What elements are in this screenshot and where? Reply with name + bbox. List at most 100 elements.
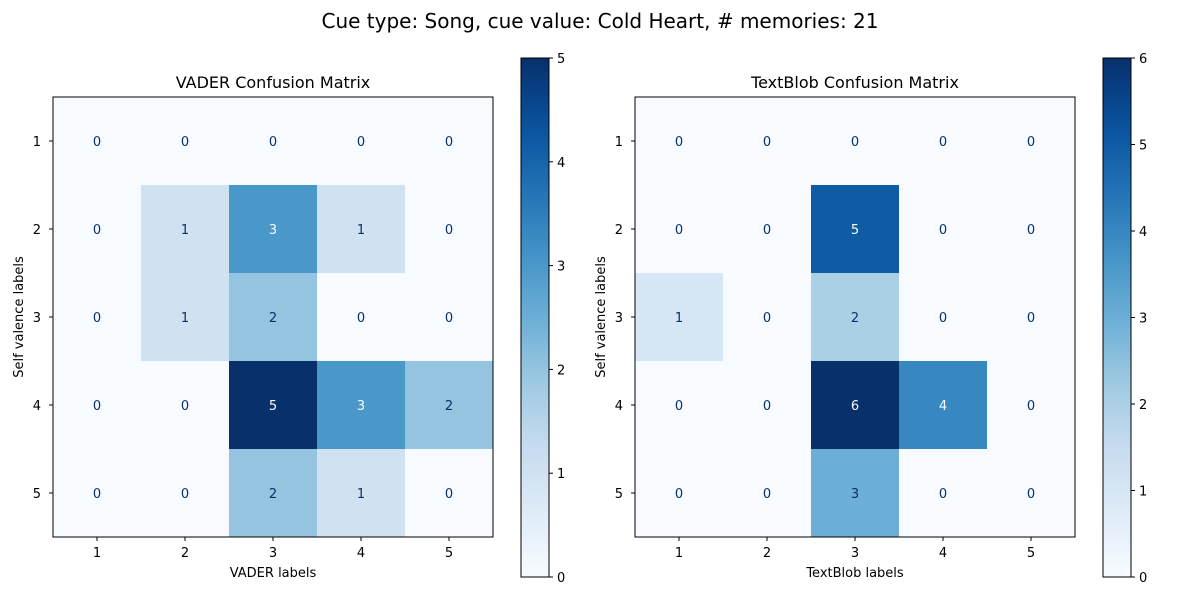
vader-cell-r4-c1 [53, 361, 142, 450]
textblob-cell-r5-c2 [723, 449, 812, 538]
vader-x-tick-label: 4 [357, 546, 365, 561]
vader-cell-r1-c1 [53, 97, 142, 186]
vader-x-axis-label: VADER labels [230, 566, 317, 581]
vader-cell-r1-c2 [141, 97, 230, 186]
vader-cell-value-r1-c3: 0 [269, 135, 277, 150]
vader-colorbar-tick-label: 0 [557, 571, 565, 586]
textblob-chart-title: TextBlob Confusion Matrix [750, 73, 959, 92]
textblob-y-axis-label: Self valence labels [594, 256, 609, 378]
textblob-y-tick-label: 4 [615, 399, 623, 414]
textblob-cell-r3-c4 [899, 273, 988, 362]
textblob-cell-value-r4-c5: 0 [1027, 399, 1035, 414]
textblob-cell-value-r2-c2: 0 [763, 223, 771, 238]
textblob-cell-value-r2-c5: 0 [1027, 223, 1035, 238]
textblob-cell-value-r5-c4: 0 [939, 487, 947, 502]
textblob-y-tick-label: 3 [615, 311, 623, 326]
vader-cell-r3-c3 [229, 273, 318, 362]
textblob-cell-r4-c4 [899, 361, 988, 450]
textblob-cell-value-r5-c5: 0 [1027, 487, 1035, 502]
vader-cell-value-r4-c4: 3 [357, 399, 365, 414]
textblob-cell-value-r1-c3: 0 [851, 135, 859, 150]
textblob-cell-value-r2-c4: 0 [939, 223, 947, 238]
vader-cell-r5-c3 [229, 449, 318, 538]
figure-suptitle: Cue type: Song, cue value: Cold Heart, #… [321, 9, 878, 33]
vader-cell-value-r2-c1: 0 [93, 223, 101, 238]
textblob-cell-value-r4-c1: 0 [675, 399, 683, 414]
vader-cell-r3-c4 [317, 273, 406, 362]
vader-cell-value-r3-c4: 0 [357, 311, 365, 326]
vader-cell-r3-c5 [405, 273, 494, 362]
vader-chart-title: VADER Confusion Matrix [176, 73, 371, 92]
textblob-cell-r2-c2 [723, 185, 812, 274]
textblob-cell-r1-c4 [899, 97, 988, 186]
vader-cell-value-r5-c2: 0 [181, 487, 189, 502]
textblob-colorbar-tick-label: 0 [1139, 571, 1147, 586]
vader-colorbar-tick-label: 2 [557, 363, 565, 378]
textblob-colorbar-tick-label: 6 [1139, 52, 1147, 67]
textblob-cell-value-r3-c2: 0 [763, 311, 771, 326]
textblob-cell-r2-c3 [811, 185, 900, 274]
vader-cell-r2-c5 [405, 185, 494, 274]
vader-cell-r2-c1 [53, 185, 142, 274]
textblob-cell-value-r3-c1: 1 [675, 311, 683, 326]
textblob-cell-r1-c3 [811, 97, 900, 186]
vader-y-tick-label: 3 [33, 311, 41, 326]
vader-colorbar [520, 57, 550, 578]
textblob-cell-value-r5-c1: 0 [675, 487, 683, 502]
textblob-cell-r1-c5 [987, 97, 1076, 186]
textblob-cell-r1-c1 [635, 97, 724, 186]
vader-colorbar-tick-label: 3 [557, 260, 565, 275]
vader-cell-r4-c4 [317, 361, 406, 450]
textblob-x-tick-label: 2 [763, 546, 771, 561]
textblob-cell-value-r4-c3: 6 [851, 399, 859, 414]
textblob-cell-value-r1-c4: 0 [939, 135, 947, 150]
vader-cell-value-r2-c4: 1 [357, 223, 365, 238]
textblob-y-tick-label: 2 [615, 223, 623, 238]
vader-x-tick-label: 2 [181, 546, 189, 561]
vader-x-tick-label: 1 [93, 546, 101, 561]
textblob-colorbar-tick-label: 4 [1139, 225, 1147, 240]
textblob-cell-value-r5-c2: 0 [763, 487, 771, 502]
textblob-cell-r4-c1 [635, 361, 724, 450]
vader-colorbar-tick-label: 5 [557, 52, 565, 67]
textblob-cell-value-r1-c5: 0 [1027, 135, 1035, 150]
vader-cell-r4-c3 [229, 361, 318, 450]
vader-cell-value-r4-c2: 0 [181, 399, 189, 414]
vader-x-tick-label: 3 [269, 546, 277, 561]
vader-confusion-matrix-panel: 0 0 0 0 0 0 1 3 1 0 0 1 2 0 0 0 0 5 3 2 0 0 2 1 0 1 2 3 4 5 1 2 3 4 5 VADER… [12, 52, 565, 586]
textblob-cell-r4-c3 [811, 361, 900, 450]
textblob-cell-value-r1-c1: 0 [675, 135, 683, 150]
vader-cell-r5-c2 [141, 449, 230, 538]
vader-cell-value-r5-c5: 0 [445, 487, 453, 502]
textblob-y-tick-label: 5 [615, 487, 623, 502]
textblob-cell-r3-c5 [987, 273, 1076, 362]
vader-cell-r2-c4 [317, 185, 406, 274]
textblob-colorbar-tick-label: 1 [1139, 485, 1147, 500]
vader-cell-value-r1-c5: 0 [445, 135, 453, 150]
vader-y-tick-label: 2 [33, 223, 41, 238]
textblob-cell-r3-c2 [723, 273, 812, 362]
textblob-cell-r5-c4 [899, 449, 988, 538]
vader-cell-r4-c2 [141, 361, 230, 450]
textblob-cell-r2-c1 [635, 185, 724, 274]
textblob-cell-r3-c3 [811, 273, 900, 362]
vader-cell-r3-c2 [141, 273, 230, 362]
vader-cell-value-r3-c3: 2 [269, 311, 277, 326]
vader-y-tick-label: 5 [33, 487, 41, 502]
textblob-cell-value-r4-c4: 4 [939, 399, 947, 414]
vader-cell-value-r3-c1: 0 [93, 311, 101, 326]
textblob-cell-r2-c4 [899, 185, 988, 274]
vader-cell-value-r2-c2: 1 [181, 223, 189, 238]
vader-cell-r1-c5 [405, 97, 494, 186]
vader-cell-r5-c1 [53, 449, 142, 538]
textblob-x-tick-label: 3 [851, 546, 859, 561]
vader-cell-r1-c3 [229, 97, 318, 186]
vader-cell-r5-c5 [405, 449, 494, 538]
vader-x-tick-label: 5 [445, 546, 453, 561]
vader-cell-r2-c3 [229, 185, 318, 274]
vader-cell-r4-c5 [405, 361, 494, 450]
textblob-cell-r3-c1 [635, 273, 724, 362]
vader-colorbar-tick-label: 1 [557, 467, 565, 482]
vader-cell-value-r1-c2: 0 [181, 135, 189, 150]
